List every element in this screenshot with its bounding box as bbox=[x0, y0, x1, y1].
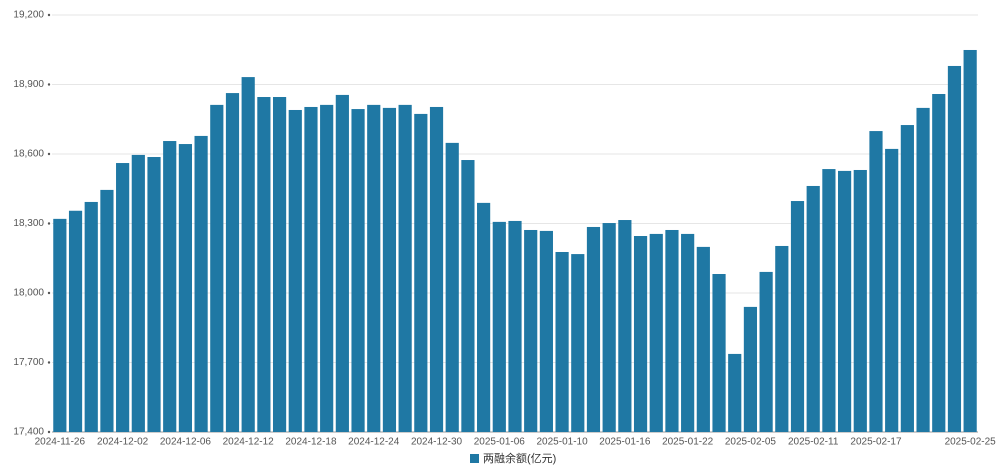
bar bbox=[461, 160, 475, 433]
x-tick-label: 2024-12-12 bbox=[223, 437, 275, 448]
bar bbox=[900, 125, 914, 433]
bar bbox=[743, 306, 758, 432]
bar bbox=[178, 144, 192, 432]
bar bbox=[586, 226, 601, 432]
bar bbox=[916, 107, 930, 433]
bar bbox=[492, 221, 506, 432]
x-tick-label: 2024-12-02 bbox=[97, 437, 149, 448]
x-tick-label: 2025-01-16 bbox=[599, 437, 651, 448]
bar bbox=[649, 233, 663, 432]
y-tick-mark bbox=[47, 13, 51, 17]
bar bbox=[445, 142, 459, 432]
y-tick-label: 18,300 bbox=[13, 218, 44, 229]
bar bbox=[524, 229, 538, 432]
bar bbox=[320, 104, 334, 433]
bar bbox=[508, 220, 522, 432]
bar bbox=[853, 169, 867, 433]
y-tick-mark bbox=[47, 361, 51, 364]
x-tick-label: 2025-01-10 bbox=[537, 437, 589, 448]
y-tick-mark bbox=[47, 430, 51, 434]
bar bbox=[932, 93, 946, 432]
bar bbox=[116, 163, 130, 432]
bar bbox=[429, 106, 444, 432]
x-tick-label: 2024-12-18 bbox=[285, 437, 337, 448]
bar bbox=[194, 135, 208, 432]
bar bbox=[539, 230, 553, 432]
bar bbox=[398, 104, 412, 433]
x-tick-label: 2025-02-05 bbox=[725, 437, 777, 448]
bar bbox=[68, 210, 83, 432]
bar bbox=[759, 271, 773, 432]
bar bbox=[775, 245, 789, 432]
bar bbox=[822, 169, 836, 432]
bar bbox=[84, 201, 98, 432]
bar bbox=[728, 353, 742, 432]
bar bbox=[100, 189, 114, 432]
bar bbox=[210, 104, 224, 433]
x-tick-label: 2025-01-06 bbox=[474, 437, 526, 448]
bar bbox=[712, 274, 726, 432]
legend-swatch bbox=[470, 454, 479, 463]
y-tick-label: 18,000 bbox=[13, 288, 44, 299]
y-tick-mark bbox=[47, 222, 51, 225]
bar bbox=[288, 109, 302, 432]
x-tick-label: 2025-02-25 bbox=[945, 437, 997, 448]
bar bbox=[53, 218, 67, 432]
bar bbox=[304, 106, 318, 432]
y-tick-label: 19,200 bbox=[13, 10, 44, 21]
bar bbox=[602, 223, 616, 432]
bar bbox=[681, 233, 695, 432]
y-tick-label: 18,900 bbox=[13, 79, 44, 90]
bar bbox=[790, 201, 805, 432]
bar bbox=[335, 94, 349, 433]
x-tick-label: 2025-02-11 bbox=[788, 437, 839, 448]
x-tick-label: 2024-12-06 bbox=[160, 437, 212, 448]
bar bbox=[885, 148, 899, 433]
bar bbox=[571, 254, 585, 432]
bar bbox=[838, 170, 852, 432]
bar bbox=[947, 65, 962, 432]
x-tick-label: 2024-11-26 bbox=[35, 437, 86, 448]
bar bbox=[272, 97, 287, 432]
x-tick-label: 2025-01-22 bbox=[662, 437, 714, 448]
bar bbox=[618, 220, 632, 432]
bar bbox=[555, 251, 569, 432]
y-tick-label: 18,600 bbox=[13, 149, 44, 160]
bar bbox=[367, 104, 381, 433]
bar bbox=[131, 154, 145, 432]
bar bbox=[665, 229, 679, 432]
bar bbox=[225, 93, 240, 433]
bar bbox=[963, 49, 977, 433]
bar bbox=[257, 97, 271, 432]
bar bbox=[477, 202, 491, 432]
bar bbox=[163, 141, 177, 432]
bar bbox=[147, 157, 161, 433]
y-tick-mark bbox=[47, 83, 51, 86]
bar bbox=[351, 109, 365, 432]
x-tick-label: 2024-12-24 bbox=[348, 437, 400, 448]
bar bbox=[414, 113, 428, 433]
x-tick-label: 2025-02-17 bbox=[850, 437, 902, 448]
bar bbox=[696, 246, 710, 432]
y-tick-label: 17,400 bbox=[13, 427, 44, 438]
bar bbox=[241, 77, 255, 432]
x-tick-label: 2024-12-30 bbox=[411, 437, 463, 448]
legend-label: 两融余额(亿元) bbox=[483, 451, 556, 465]
bar bbox=[869, 131, 883, 432]
y-tick-mark bbox=[47, 291, 51, 295]
y-tick-label: 17,700 bbox=[13, 357, 44, 368]
bar bbox=[382, 107, 397, 433]
y-tick-mark bbox=[47, 152, 51, 156]
bar bbox=[633, 236, 648, 432]
bar bbox=[806, 185, 820, 432]
